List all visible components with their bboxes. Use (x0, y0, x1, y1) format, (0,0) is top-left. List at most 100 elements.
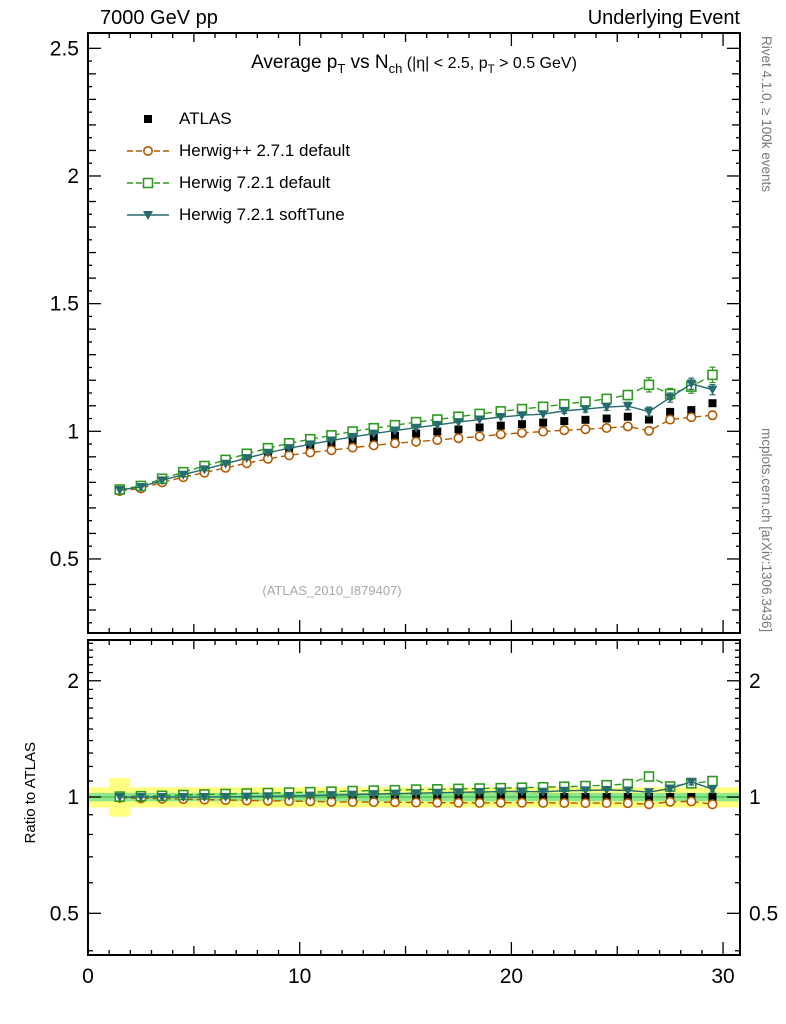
ratio-y-tick-label-left: 2 (67, 670, 79, 693)
data-point-herwig-7-2-1-softtune (453, 418, 464, 428)
legend-marker-herwig-2-7-1-default (127, 146, 169, 156)
ratio-point-atlas (539, 793, 548, 802)
ratio-axis-title: Ratio to ATLAS (22, 742, 39, 844)
data-point-atlas (666, 407, 675, 416)
data-point-herwig-7-2-1-default (622, 389, 634, 401)
data-point-atlas (433, 427, 442, 436)
ratio-y-tick-label-right: 2 (749, 670, 761, 693)
title-text: (|η| < 2.5, p (402, 55, 488, 72)
data-point-herwig-7-2-1-softtune (601, 403, 612, 413)
ratio-point-herwig-2-7-1-default (368, 797, 379, 808)
ratio-point-herwig-2-7-1-default (643, 799, 654, 810)
data-point-herwig-7-2-1-softtune (284, 444, 295, 454)
data-point-atlas (581, 415, 590, 424)
main-panel-frame (87, 32, 741, 634)
ratio-point-atlas (517, 793, 526, 802)
event-class-label: Underlying Event (587, 7, 740, 29)
ratio-point-herwig-2-7-1-default (516, 797, 527, 808)
x-tick-label: 30 (711, 965, 734, 988)
data-point-herwig-7-2-1-softtune (559, 406, 570, 416)
ratio-point-herwig-2-7-1-default (580, 798, 591, 809)
ratio-panel-frame (87, 639, 741, 956)
main-y-tick-label: 2.5 (50, 37, 79, 60)
ratio-point-herwig-7-2-1-softtune (495, 787, 506, 797)
rivet-version-label: Rivet 4.1.0, ≥ 100k events (759, 36, 774, 192)
ratio-point-herwig-7-2-1-softtune (538, 787, 549, 797)
data-point-herwig-7-2-1-softtune (135, 482, 146, 492)
data-point-herwig-2-7-1-default (474, 431, 485, 442)
ratio-point-herwig-7-2-1-default (643, 771, 655, 782)
data-point-herwig-2-7-1-default (432, 434, 443, 445)
ratio-point-herwig-7-2-1-softtune (199, 793, 210, 803)
data-point-herwig-2-7-1-default (389, 438, 400, 449)
ratio-point-herwig-7-2-1-softtune (262, 792, 273, 802)
data-point-herwig-2-7-1-default (495, 429, 506, 440)
legend: ATLAS Herwig++ 2.7.1 default Herwig 7.2.1 … (126, 103, 350, 231)
data-point-herwig-2-7-1-default (622, 421, 633, 432)
title-subscript: T (337, 60, 346, 76)
ratio-point-herwig-2-7-1-default (559, 797, 570, 808)
axis-tick-labels: 0.511.522.50.5 0.51 12 20 10 20 30 (50, 37, 778, 988)
data-point-herwig-7-2-1-softtune (580, 405, 591, 415)
ratio-point-herwig-7-2-1-softtune (601, 785, 612, 795)
data-point-herwig-7-2-1-softtune (326, 436, 337, 446)
data-point-herwig-7-2-1-softtune (199, 465, 210, 475)
data-point-herwig-2-7-1-default (347, 442, 358, 453)
ratio-point-herwig-7-2-1-softtune (516, 787, 527, 797)
ratio-point-atlas (581, 793, 590, 802)
ratio-point-herwig-7-2-1-softtune (474, 787, 485, 797)
ratio-point-herwig-2-7-1-default (538, 797, 549, 808)
ratio-point-herwig-7-2-1-softtune (453, 788, 464, 798)
ratio-point-atlas (475, 793, 484, 802)
data-point-herwig-7-2-1-softtune (474, 415, 485, 425)
data-point-herwig-7-2-1-softtune (241, 454, 252, 464)
ratio-point-herwig-2-7-1-default (665, 796, 676, 807)
title-subscript: T (487, 63, 495, 76)
ratio-y-tick-label-right: 0.5 (749, 902, 778, 925)
ratio-point-atlas (560, 793, 569, 802)
data-point-atlas (517, 420, 526, 429)
legend-marker-atlas (144, 115, 152, 123)
data-point-atlas (644, 415, 653, 424)
ratio-point-atlas (496, 793, 505, 802)
ratio-y-tick-label-left: 1 (67, 786, 79, 809)
ratio-point-herwig-7-2-1-default (707, 775, 718, 787)
ratio-y-tick-label-right: 1 (749, 786, 761, 809)
data-point-herwig-2-7-1-default (411, 436, 422, 447)
legend-item-herwig-7-2-1-default: Herwig 7.2.1 default (126, 167, 350, 199)
data-point-herwig-2-7-1-default (686, 412, 697, 423)
ratio-point-herwig-7-2-1-softtune (241, 792, 252, 802)
ratio-point-herwig-7-2-1-softtune (368, 790, 379, 800)
data-point-herwig-2-7-1-default (305, 447, 316, 458)
ratio-point-herwig-2-7-1-default (432, 797, 443, 808)
data-point-herwig-2-7-1-default (601, 422, 612, 433)
data-point-atlas (412, 429, 421, 438)
data-point-atlas (708, 399, 717, 408)
main-y-tick-label: 2 (67, 165, 79, 188)
series-line-herwig-7-2-1-default (119, 374, 713, 491)
ratio-point-herwig-7-2-1-softtune (157, 793, 168, 803)
data-point-herwig-7-2-1-softtune (305, 440, 316, 450)
data-point-atlas (390, 431, 399, 440)
ratio-point-herwig-7-2-1-softtune (622, 786, 633, 796)
ratio-point-herwig-7-2-1-softtune (389, 789, 400, 799)
main-y-tick-label: 0.5 (50, 548, 79, 571)
legend-glyph-herwig-2-7-1-default (142, 146, 153, 156)
data-point-herwig-7-2-1-softtune (643, 407, 654, 417)
data-point-atlas (539, 418, 548, 427)
data-point-herwig-7-2-1-softtune (686, 379, 697, 389)
legend-marker-herwig-7-2-1-softtune (127, 211, 169, 220)
ratio-point-herwig-7-2-1-softtune (284, 791, 295, 801)
ratio-point-herwig-2-7-1-default (389, 797, 400, 808)
series-herwig-7-2-1-softtune (114, 377, 718, 803)
ratio-point-herwig-7-2-1-softtune (686, 777, 697, 787)
data-point-herwig-2-7-1-default (559, 425, 570, 436)
data-point-herwig-2-7-1-default (516, 427, 527, 438)
ratio-point-herwig-7-2-1-softtune (559, 786, 570, 796)
data-point-atlas (602, 414, 611, 423)
ratio-point-herwig-7-2-1-softtune (643, 788, 654, 798)
data-point-herwig-7-2-1-default (537, 401, 549, 413)
data-point-herwig-7-2-1-softtune (622, 402, 633, 412)
ratio-point-herwig-7-2-1-softtune (707, 785, 718, 795)
